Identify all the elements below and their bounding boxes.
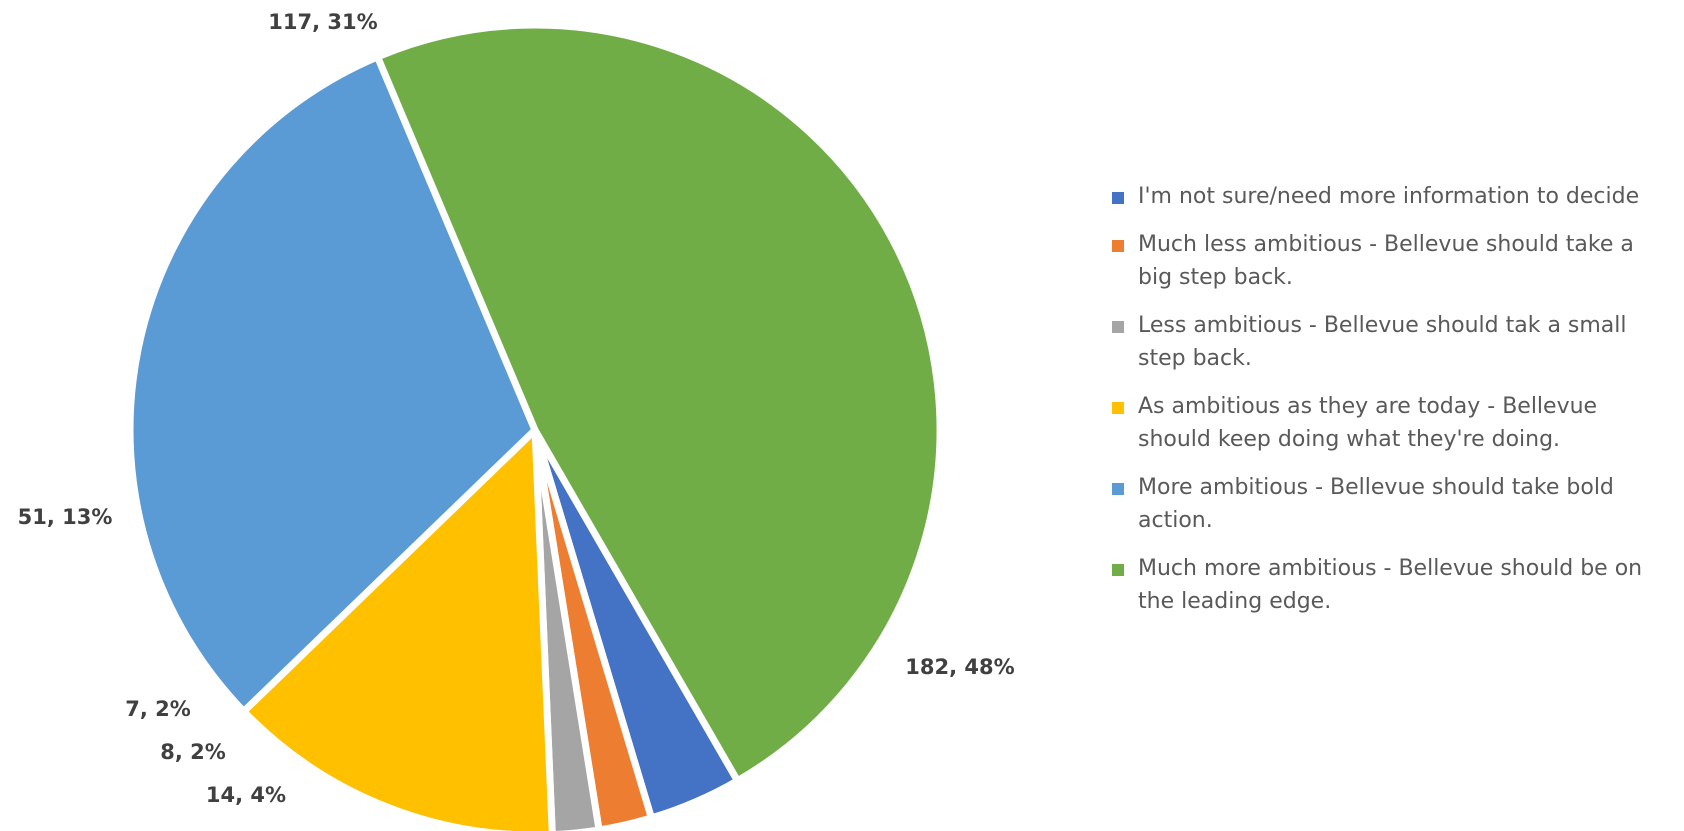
legend-item: Less ambitious - Bellevue should tak a s…: [1110, 309, 1670, 375]
pie-slice-6: [374, 21, 944, 785]
data-label-5: 117, 31%: [268, 10, 377, 34]
data-labels-layer: 14, 4% 8, 2% 7, 2% 51, 13% 117, 31% 182, 48%: [18, 10, 1015, 807]
pie-slice-4: [240, 426, 556, 831]
legend-label: I'm not sure/need more information to de…: [1138, 184, 1640, 209]
legend: I'm not sure/need more information to de…: [1110, 180, 1670, 633]
legend-item: More ambitious - Bellevue should take bo…: [1110, 471, 1670, 537]
legend-label: Much less ambitious - Bellevue should ta…: [1138, 232, 1634, 290]
data-label-1: 14, 4%: [206, 783, 286, 807]
legend-item: I'm not sure/need more information to de…: [1110, 180, 1670, 213]
data-label-6: 182, 48%: [905, 655, 1014, 679]
legend-label: Less ambitious - Bellevue should tak a s…: [1138, 313, 1627, 371]
legend-label: More ambitious - Bellevue should take bo…: [1138, 475, 1614, 533]
data-label-4: 51, 13%: [18, 505, 113, 529]
data-label-3: 7, 2%: [125, 697, 191, 721]
data-label-2: 8, 2%: [160, 740, 226, 764]
legend-swatch: [1112, 240, 1124, 252]
legend-label: As ambitious as they are today - Bellevu…: [1138, 394, 1598, 452]
legend-swatch: [1112, 402, 1124, 414]
pie-slice-5: [126, 53, 539, 715]
legend-swatch: [1112, 192, 1124, 204]
legend-label: Much more ambitious - Bellevue should be…: [1138, 556, 1643, 614]
legend-item: Much more ambitious - Bellevue should be…: [1110, 552, 1670, 618]
legend-item: As ambitious as they are today - Bellevu…: [1110, 390, 1670, 456]
legend-swatch: [1112, 564, 1124, 576]
legend-swatch: [1112, 321, 1124, 333]
slices-layer: [126, 21, 944, 831]
legend-swatch: [1112, 483, 1124, 495]
legend-item: Much less ambitious - Bellevue should ta…: [1110, 228, 1670, 294]
